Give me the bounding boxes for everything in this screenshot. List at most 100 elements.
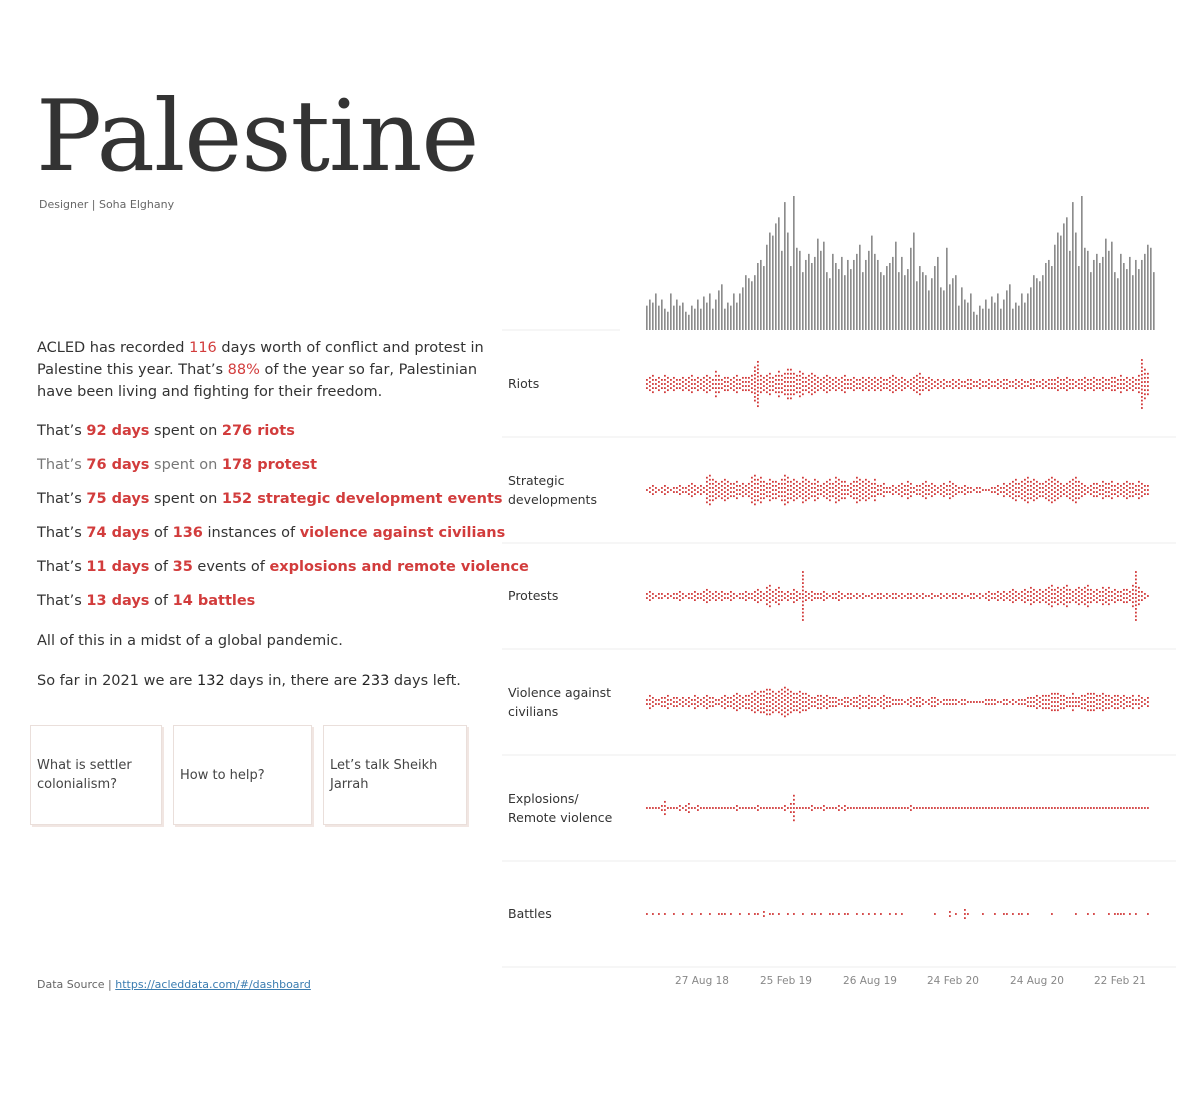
- event-dot: [829, 705, 831, 707]
- event-dot: [1105, 588, 1107, 591]
- event-dot: [949, 703, 951, 705]
- total-events-bar: [1099, 263, 1101, 330]
- total-events-bar: [868, 250, 870, 330]
- event-dot: [841, 489, 843, 491]
- event-dot: [661, 387, 663, 389]
- data-source-link[interactable]: https://acleddata.com/#/dashboard: [115, 978, 311, 991]
- event-dot: [1060, 491, 1062, 493]
- event-dot: [724, 376, 726, 379]
- event-dot: [667, 694, 669, 697]
- event-dot: [808, 489, 810, 491]
- event-dot: [823, 705, 825, 707]
- event-dot: [865, 487, 867, 489]
- event-dot: [706, 374, 708, 377]
- event-dot: [802, 372, 804, 375]
- event-dot: [694, 493, 696, 495]
- event-dot: [844, 485, 846, 487]
- event-dot: [787, 701, 789, 703]
- event-dot: [1051, 485, 1053, 487]
- event-dot: [778, 491, 780, 493]
- event-dot: [739, 493, 741, 495]
- event-dot: [1081, 694, 1083, 697]
- event-dot: [706, 485, 708, 487]
- event-dot: [1144, 385, 1146, 387]
- event-dot: [952, 387, 954, 389]
- event-dot: [949, 915, 951, 917]
- event-dot: [844, 391, 846, 394]
- event-dot: [838, 482, 840, 485]
- event-dot: [1102, 489, 1104, 491]
- event-dot: [1114, 588, 1116, 591]
- event-dot: [751, 379, 753, 381]
- event-dot: [769, 713, 771, 716]
- event-dot: [988, 703, 990, 705]
- event-dot: [1120, 383, 1122, 385]
- event-dot: [961, 807, 963, 809]
- event-dot: [955, 593, 957, 595]
- event-dot: [1147, 913, 1149, 915]
- event-dot: [682, 913, 684, 915]
- event-dot: [1078, 586, 1080, 589]
- event-dot: [943, 379, 945, 381]
- event-dot: [928, 807, 930, 809]
- event-dot: [1066, 588, 1068, 591]
- event-dot: [769, 601, 771, 604]
- event-dot: [916, 485, 918, 487]
- event-dot: [664, 595, 666, 597]
- event-dot: [808, 493, 810, 495]
- event-dot: [1081, 601, 1083, 604]
- event-dot: [1114, 597, 1116, 599]
- event-dot: [1018, 913, 1020, 915]
- event-dot: [1051, 913, 1053, 915]
- event-dot: [898, 595, 900, 597]
- event-dot: [790, 393, 792, 396]
- event-dot: [739, 387, 741, 389]
- event-dot: [856, 480, 858, 483]
- event-dot: [781, 599, 783, 601]
- event-dot: [1057, 595, 1059, 597]
- event-dot: [1057, 485, 1059, 487]
- event-dot: [760, 493, 762, 495]
- event-dot: [811, 913, 813, 915]
- event-dot: [748, 807, 750, 809]
- event-dot: [793, 499, 795, 502]
- card-sheikh-jarrah[interactable]: Let’s talk Sheikh Jarrah: [323, 725, 467, 825]
- event-dot: [766, 713, 768, 716]
- event-dot: [802, 608, 804, 610]
- event-dot: [745, 376, 747, 379]
- pandemic-line: All of this in a midst of a global pande…: [37, 633, 343, 649]
- event-dot: [1030, 595, 1032, 597]
- event-dot: [739, 597, 741, 599]
- event-dot: [814, 705, 816, 707]
- event-dot: [1051, 501, 1053, 504]
- event-dot: [874, 913, 876, 915]
- event-dot: [1105, 379, 1107, 381]
- event-dot: [709, 807, 711, 809]
- event-dot: [808, 593, 810, 595]
- event-dot: [853, 497, 855, 500]
- total-events-bar: [658, 305, 660, 330]
- total-events-bar: [823, 241, 825, 330]
- event-dot: [931, 487, 933, 489]
- total-events-bar: [763, 266, 765, 330]
- card-how-to-help[interactable]: How to help?: [173, 725, 312, 825]
- event-dot: [877, 703, 879, 705]
- event-dot: [1123, 597, 1125, 599]
- stat-a: That’s: [37, 491, 87, 507]
- event-dot: [964, 381, 966, 383]
- card-settler-colonialism[interactable]: What is settler colonialism?: [30, 725, 162, 825]
- event-dot: [790, 397, 792, 400]
- event-dot: [751, 501, 753, 504]
- event-dot: [1132, 482, 1134, 485]
- event-dot: [802, 619, 804, 621]
- event-dot: [1024, 499, 1026, 502]
- event-dot: [676, 697, 678, 699]
- event-dot: [964, 489, 966, 491]
- event-dot: [1141, 407, 1143, 409]
- event-dot: [1108, 383, 1110, 385]
- event-dot: [658, 807, 660, 809]
- event-dot: [667, 707, 669, 710]
- event-dot: [1051, 697, 1053, 699]
- event-dot: [652, 391, 654, 394]
- event-dot: [943, 491, 945, 493]
